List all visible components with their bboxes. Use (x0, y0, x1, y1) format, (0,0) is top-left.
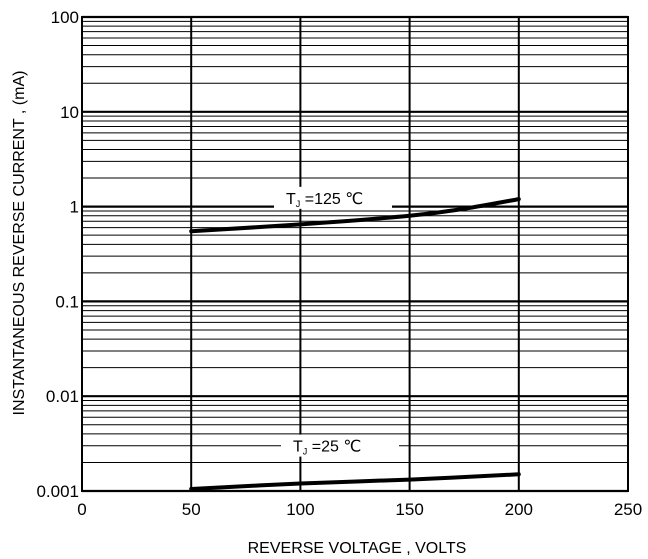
curve-series-1 (189, 197, 521, 234)
curve-label-background (274, 186, 392, 209)
y-tick-label: 0.001 (36, 482, 79, 501)
curve-labels: TJ =125 ℃ TJ =25 ℃ (274, 186, 399, 457)
curve-series-2 (189, 472, 521, 491)
curves (189, 197, 521, 491)
curve-label-background (281, 434, 399, 457)
y-tick-label: 100 (51, 8, 79, 27)
plot-frame (81, 16, 629, 492)
y-tick-label: 0.01 (46, 387, 79, 406)
x-tick-label: 50 (182, 500, 201, 519)
y-tick-label: 10 (60, 103, 79, 122)
x-tick-label: 150 (395, 500, 423, 519)
x-tick-label: 100 (286, 500, 314, 519)
grid (81, 15, 629, 493)
x-tick-label: 250 (614, 500, 642, 519)
curve-label-1: TJ =125 ℃ (286, 191, 363, 209)
y-axis-title: INSTANTANEOUS REVERSE CURRENT , (mA) (11, 71, 28, 416)
x-tick-labels: 0 50 100 150 200 250 (77, 500, 642, 519)
y-tick-label: 0.1 (55, 292, 79, 311)
x-axis-title: REVERSE VOLTAGE , VOLTS (248, 540, 467, 557)
y-tick-labels: 0.001 0.01 0.1 1 10 100 (36, 8, 79, 501)
x-tick-label: 0 (77, 500, 86, 519)
x-tick-label: 200 (505, 500, 533, 519)
y-tick-label: 1 (70, 198, 79, 217)
curve-label-2: TJ =25 ℃ (293, 439, 361, 457)
